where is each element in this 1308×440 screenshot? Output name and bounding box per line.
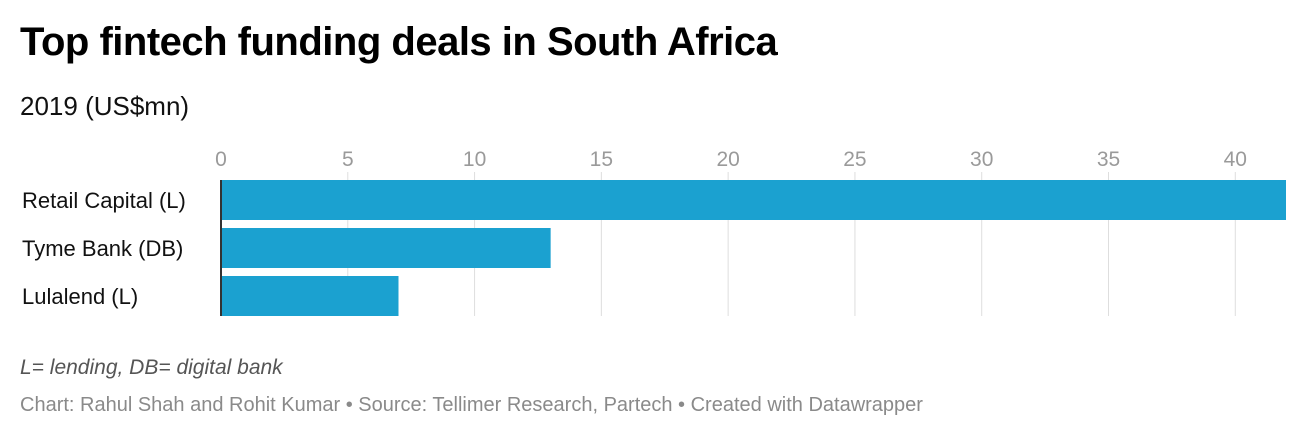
category-label: Lulalend (L) — [22, 284, 138, 309]
x-tick-label: 35 — [1097, 148, 1120, 171]
x-tick-label: 40 — [1224, 148, 1247, 171]
bars — [221, 180, 1286, 316]
x-tick-label: 20 — [716, 148, 739, 171]
x-tick-label: 5 — [342, 148, 354, 171]
category-labels: Retail Capital (L) Tyme Bank (DB) Lulalend… — [22, 188, 186, 309]
x-tick-label: 30 — [970, 148, 993, 171]
x-tick-label: 10 — [463, 148, 486, 171]
chart-note: L= lending, DB= digital bank — [20, 356, 283, 379]
x-tick-label: 15 — [590, 148, 613, 171]
bar — [221, 276, 399, 316]
chart-source: Chart: Rahul Shah and Rohit Kumar • Sour… — [20, 394, 923, 416]
x-tick-label: 25 — [843, 148, 866, 171]
category-label: Retail Capital (L) — [22, 188, 186, 213]
x-tick-label: 0 — [215, 148, 227, 171]
x-axis-ticks: 0 5 10 15 20 25 30 35 40 — [215, 148, 1247, 171]
category-label: Tyme Bank (DB) — [22, 236, 183, 261]
chart-title: Top fintech funding deals in South Afric… — [20, 20, 778, 64]
bar — [221, 180, 1286, 220]
chart-subtitle: 2019 (US$mn) — [20, 91, 190, 121]
bar — [221, 228, 551, 268]
